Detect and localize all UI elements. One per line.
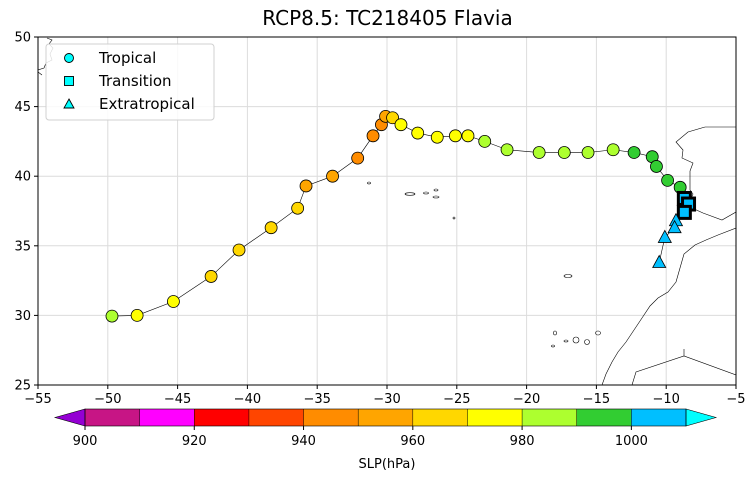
madeira-island bbox=[563, 274, 573, 278]
track-point-tropical bbox=[386, 111, 399, 125]
colorbar-tick-label: 940 bbox=[291, 434, 316, 449]
colorbar-bin bbox=[467, 409, 523, 426]
y-tick-label: 35 bbox=[14, 239, 31, 254]
track-point-tropical bbox=[500, 143, 514, 157]
chart-title: RCP8.5: TC218405 Flavia bbox=[262, 6, 513, 30]
x-tick-label: −20 bbox=[513, 392, 540, 407]
x-tick-label: −25 bbox=[443, 392, 470, 407]
colorbar-tick-label: 920 bbox=[182, 434, 207, 449]
colorbar-bin bbox=[358, 409, 414, 426]
colorbar-bin bbox=[522, 409, 578, 426]
x-tick-label: −15 bbox=[583, 392, 610, 407]
x-tick-label: −35 bbox=[303, 392, 330, 407]
track-point-tropical bbox=[581, 146, 595, 159]
y-axis: 25 30 35 40 45 50 bbox=[14, 31, 38, 394]
track-point-tropical bbox=[351, 151, 365, 165]
track-point-tropical bbox=[232, 243, 246, 257]
track-point-transition bbox=[676, 204, 692, 220]
coastlines bbox=[38, 37, 736, 385]
track-point-tropical bbox=[394, 118, 408, 132]
x-tick-label: −30 bbox=[373, 392, 400, 407]
y-tick-label: 45 bbox=[14, 100, 31, 115]
x-tick-label: −45 bbox=[164, 392, 191, 407]
legend-transition-marker bbox=[64, 76, 74, 86]
track-point-tropical bbox=[167, 295, 180, 308]
track-point-extratropical bbox=[667, 219, 682, 234]
x-tick-label: −5 bbox=[726, 392, 745, 407]
track-point-extratropical bbox=[657, 229, 672, 243]
colorbar-bin bbox=[303, 409, 359, 426]
track-point-tropical bbox=[661, 173, 674, 187]
legend-box bbox=[45, 43, 215, 121]
colorbar-bin bbox=[248, 409, 305, 426]
colorbar-bin bbox=[194, 409, 250, 426]
legend-extratropical-label: Extratropical bbox=[99, 95, 195, 113]
track-point-tropical bbox=[650, 160, 663, 173]
colorbar-bin bbox=[412, 409, 468, 426]
x-tick-label: −50 bbox=[94, 392, 121, 407]
colorbar-tick-label: 960 bbox=[400, 434, 425, 449]
y-tick-label: 25 bbox=[14, 379, 31, 394]
track-line bbox=[111, 116, 689, 317]
colorbar-tick-label: 900 bbox=[73, 434, 98, 449]
coastline-iberia-africa bbox=[601, 126, 736, 385]
y-tick-label: 50 bbox=[14, 31, 31, 46]
colorbar-label: SLP(hPa) bbox=[359, 457, 416, 472]
track-point-tropical bbox=[366, 129, 380, 143]
colorbar-bin bbox=[631, 409, 687, 426]
x-tick-label: −10 bbox=[652, 392, 679, 407]
colorbar-tick-label: 980 bbox=[510, 434, 535, 449]
colorbar-bin bbox=[576, 409, 632, 426]
colorbar-bin bbox=[85, 409, 141, 426]
azores-islands bbox=[367, 181, 456, 220]
y-tick-label: 30 bbox=[14, 309, 31, 324]
track-point-tropical bbox=[264, 221, 278, 235]
track-point-tropical bbox=[130, 308, 144, 322]
colorbar-frame bbox=[84, 408, 687, 427]
track-point-tropical bbox=[299, 179, 313, 193]
track-point-tropical bbox=[606, 143, 620, 157]
track-point-tropical bbox=[449, 129, 462, 143]
track-point-extratropical bbox=[652, 254, 667, 268]
x-tick-label: −55 bbox=[24, 392, 51, 407]
coastline-border bbox=[631, 355, 736, 385]
legend: Tropical Transition Extratropical bbox=[45, 43, 215, 121]
legend-tropical-label: Tropical bbox=[98, 49, 156, 67]
colorbar-tick-label: 1000 bbox=[615, 434, 648, 449]
track-point-tropical bbox=[557, 146, 571, 159]
track-point-tropical bbox=[532, 146, 546, 159]
track-point-tropical bbox=[627, 146, 641, 159]
x-axis: −55 −50 −45 −40 −35 −30 −25 −20 −15 −10 −5 bbox=[24, 385, 746, 407]
track-point-tropical bbox=[291, 201, 305, 215]
track-point-tropical bbox=[204, 270, 218, 283]
legend-tropical-marker bbox=[64, 53, 74, 63]
colorbar-bin bbox=[139, 409, 195, 426]
track-point-tropical bbox=[461, 129, 475, 143]
track-point-tropical bbox=[430, 130, 444, 144]
track-point-tropical bbox=[105, 309, 119, 323]
y-tick-label: 40 bbox=[14, 170, 31, 185]
canary-islands bbox=[551, 330, 601, 348]
storm-track bbox=[105, 109, 697, 323]
legend-extratropical-marker bbox=[63, 98, 75, 109]
colorbar-under-arrow bbox=[53, 408, 86, 427]
colorbar: 900 920 940 960 980 1000 bbox=[53, 408, 718, 449]
legend-transition-label: Transition bbox=[98, 72, 172, 90]
track-point-tropical bbox=[478, 134, 492, 148]
track-point-tropical bbox=[326, 169, 339, 183]
colorbar-over-arrow bbox=[685, 408, 718, 427]
track-point-tropical bbox=[411, 126, 425, 140]
x-tick-label: −40 bbox=[234, 392, 261, 407]
